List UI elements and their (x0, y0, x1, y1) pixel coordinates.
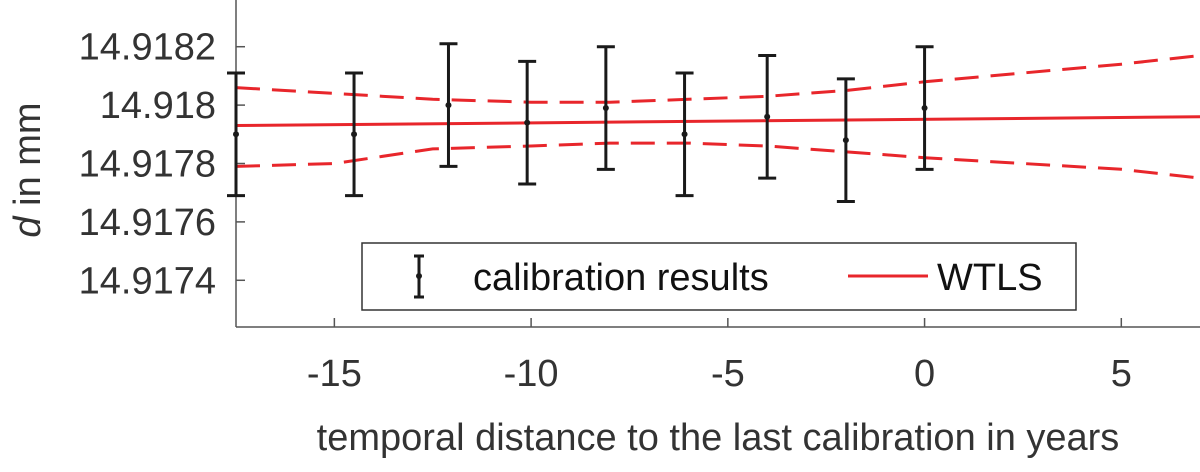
wtls-line (235, 115, 1200, 128)
x-axis-title: temporal distance to the last calibratio… (317, 417, 1120, 459)
data-point (842, 137, 849, 144)
x-tick-label: -5 (711, 353, 745, 395)
x-tick-label: -15 (307, 353, 362, 395)
legend-point-icon (416, 273, 422, 279)
y-tick-label: 14.9174 (79, 260, 216, 302)
legend-label-calibration: calibration results (473, 257, 769, 299)
y-axis-title: d in mm (7, 102, 49, 237)
confidence-band (235, 54, 1200, 180)
wtls-fit (235, 115, 1200, 128)
data-point (524, 119, 531, 126)
data-point (602, 105, 609, 112)
y-tick-label: 14.9178 (79, 144, 216, 186)
data-point (351, 131, 358, 138)
legend-label-wtls: WTLS (937, 257, 1043, 299)
data-point (681, 131, 688, 138)
legend-box (361, 242, 1077, 311)
confidence-band-lower (235, 141, 1200, 180)
x-tick-label: 0 (914, 353, 935, 395)
data-point (921, 105, 928, 112)
y-axis-unit: in mm (7, 102, 49, 216)
tick-labels: -15 -10 -5 0 5 14.9174 14.9176 14.9178 14.918 14.… (79, 27, 1132, 395)
x-tick-label: -10 (504, 353, 559, 395)
y-axis-symbol: d (7, 215, 49, 238)
data-point (445, 102, 452, 109)
y-tick-label: 14.9182 (79, 27, 216, 69)
legend: calibration results WTLS (361, 242, 1077, 311)
data-point (764, 113, 771, 120)
confidence-band-upper (235, 54, 1200, 104)
data-point (233, 131, 239, 138)
x-tick-label: 5 (1111, 353, 1132, 395)
y-tick-label: 14.918 (100, 85, 216, 127)
y-tick-label: 14.9176 (79, 202, 216, 244)
calibration-errorbars (227, 42, 934, 203)
